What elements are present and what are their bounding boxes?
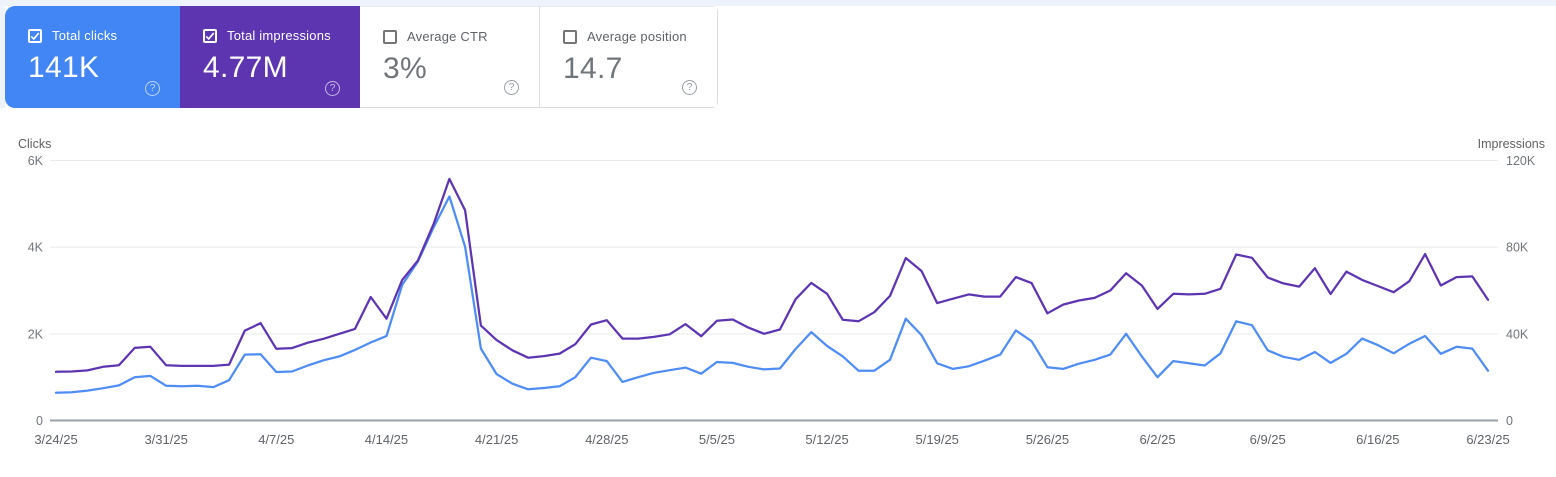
left-axis-tick: 2K [28,327,44,341]
x-axis-label: 4/28/25 [585,432,628,447]
x-axis-label: 5/5/25 [699,432,735,447]
left-axis-tick: 0 [36,414,43,428]
left-axis-tick: 6K [28,154,44,168]
total-clicks-checkbox-icon[interactable] [28,28,42,43]
average-ctr-checkbox-icon[interactable] [383,29,397,44]
x-axis-label: 3/24/25 [34,432,77,447]
impressions-line[interactable] [54,177,1490,373]
help-icon[interactable]: ? [145,81,160,96]
x-axis-label: 4/14/25 [365,432,408,447]
metric-card-average-ctr[interactable]: Average CTR 3% ? [360,6,540,108]
x-axis-label: 6/2/25 [1139,432,1175,447]
page-top-strip [0,0,1556,6]
metric-cards-row: Total clicks 141K ? Total impressions 4.… [5,6,718,108]
metric-card-value: 14.7 [563,52,623,85]
help-icon[interactable]: ? [682,80,697,95]
right-axis-tick: 40K [1506,327,1529,341]
x-axis-label: 6/9/25 [1250,432,1286,447]
x-axis-label: 5/19/25 [916,432,959,447]
clicks-line[interactable] [54,195,1490,394]
metric-card-value: 141K [28,51,100,84]
x-axis-label: 5/12/25 [805,432,848,447]
right-axis-tick: 0 [1506,414,1513,428]
left-axis-title: Clicks [18,137,51,151]
metric-card-label: Average CTR [407,29,488,44]
x-axis-label: 5/26/25 [1026,432,1069,447]
x-axis-label: 6/16/25 [1356,432,1399,447]
x-axis-label: 6/23/25 [1466,432,1509,447]
average-position-checkbox-icon[interactable] [563,29,577,44]
help-icon[interactable]: ? [504,80,519,95]
right-axis-tick: 120K [1506,154,1536,168]
metric-card-total-clicks[interactable]: Total clicks 141K ? [5,6,180,108]
metric-card-average-position[interactable]: Average position 14.7 ? [540,6,718,108]
page-left-gutter [0,0,5,108]
metric-card-total-impressions[interactable]: Total impressions 4.77M ? [180,6,360,108]
metric-card-label: Average position [587,29,687,44]
left-axis-tick: 4K [28,241,44,255]
right-axis-title: Impressions [1478,137,1545,151]
total-impressions-checkbox-icon[interactable] [203,28,217,43]
help-icon[interactable]: ? [325,81,340,96]
x-axis-label: 4/21/25 [475,432,518,447]
metric-card-value: 3% [383,52,427,85]
right-axis-tick: 80K [1506,241,1529,255]
x-axis-label: 4/7/25 [258,432,294,447]
metric-card-label: Total impressions [227,28,331,43]
metric-card-value: 4.77M [203,51,288,84]
metric-card-label: Total clicks [52,28,118,43]
x-axis-label: 3/31/25 [144,432,187,447]
